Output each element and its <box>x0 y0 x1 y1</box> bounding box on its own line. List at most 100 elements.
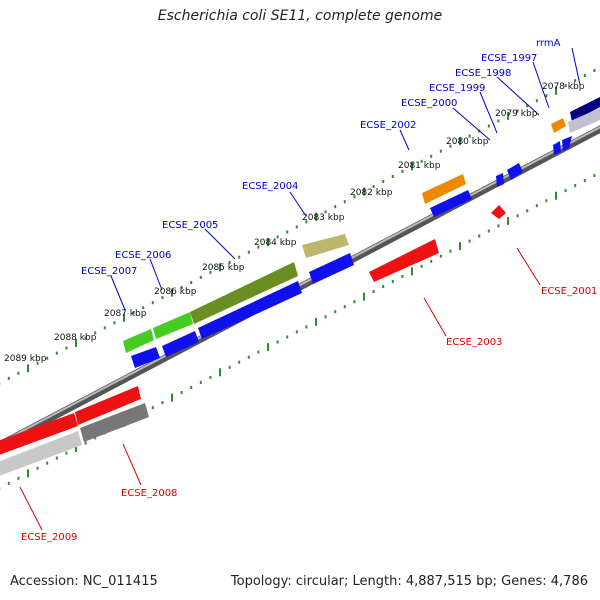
gene-ECSE_2003[interactable] <box>369 239 439 282</box>
minus-strand-genes <box>0 205 506 476</box>
minor-tick <box>55 351 58 355</box>
minor-tick <box>161 296 164 300</box>
minor-tick <box>228 260 231 264</box>
gene-ECSE_2008-gray[interactable] <box>80 403 149 442</box>
minor-tick <box>324 210 327 214</box>
minor-tick <box>228 365 231 369</box>
minor-tick <box>305 220 308 224</box>
minor-tick <box>535 204 538 208</box>
minor-tick <box>36 361 39 365</box>
gene-ECSE_1999[interactable] <box>562 136 572 151</box>
major-tick <box>123 313 125 322</box>
gene-labels: rrmA ECSE_1997 ECSE_1998 ECSE_1999 ECSE_… <box>19 38 597 543</box>
gene-label-ECSE_2005: ECSE_2005 <box>162 220 218 231</box>
minor-tick <box>439 149 442 153</box>
major-tick <box>411 162 413 171</box>
topology-text: Topology: circular; Length: 4,887,515 bp… <box>230 574 588 589</box>
gene-ECSE_2000b[interactable] <box>507 163 523 180</box>
major-tick <box>171 393 173 402</box>
minor-tick <box>286 230 289 234</box>
kbp-label: 2079 kbp <box>495 109 538 119</box>
minor-tick <box>382 180 385 183</box>
gene-label-ECSE_2004: ECSE_2004 <box>242 181 298 192</box>
gene-label-ECSE_2007: ECSE_2007 <box>81 266 137 277</box>
minor-tick <box>17 476 20 480</box>
major-tick <box>363 292 365 301</box>
gene-ECSE_2005-cds[interactable] <box>198 281 302 339</box>
minor-tick <box>305 325 308 329</box>
minor-tick <box>401 169 404 173</box>
gene-ECSE_2005[interactable] <box>190 262 298 324</box>
minor-tick <box>46 461 49 465</box>
major-tick <box>507 111 509 120</box>
minor-tick <box>516 214 519 218</box>
minor-tick <box>55 456 58 460</box>
minor-tick <box>545 94 548 98</box>
minor-tick <box>17 371 20 375</box>
gene-label-ECSE_2002: ECSE_2002 <box>360 120 416 131</box>
kbp-label: 2080 kbp <box>446 137 489 147</box>
minor-tick <box>324 315 327 319</box>
gene-ECSE_2000[interactable] <box>496 173 504 187</box>
gene-ECSE_2002[interactable] <box>422 174 466 204</box>
minor-tick <box>286 335 289 339</box>
gene-ECSE_1997[interactable] <box>551 118 566 133</box>
gene-ECSE_2008[interactable] <box>75 386 141 425</box>
gene-ECSE_2009-gray[interactable] <box>0 431 82 476</box>
gene-label-rrmA: rrmA <box>536 38 561 49</box>
minor-tick <box>497 119 500 123</box>
gene-ECSE_1998[interactable] <box>553 141 561 155</box>
major-tick <box>75 339 77 347</box>
gene-ECSE_2001[interactable] <box>491 205 506 219</box>
minor-tick <box>468 239 471 243</box>
kbp-label: 2083 kbp <box>302 213 345 223</box>
kbp-scale: 2078 kbp 2079 kbp 2080 kbp 2081 kbp 2082… <box>4 82 585 364</box>
major-tick <box>459 242 461 251</box>
gene-label-ECSE_2000: ECSE_2000 <box>401 98 457 109</box>
minor-tick <box>468 134 471 138</box>
major-tick <box>555 86 557 95</box>
accession-text: Accession: NC_011415 <box>10 574 158 589</box>
gene-ECSE_2006-cds[interactable] <box>162 331 199 357</box>
gene-ECSE_2004[interactable] <box>302 234 349 258</box>
kbp-label: 2081 kbp <box>398 161 441 171</box>
major-tick <box>267 343 269 352</box>
minor-tick <box>94 436 97 440</box>
minor-tick <box>391 280 394 283</box>
major-tick <box>219 368 221 377</box>
minor-tick <box>449 249 452 253</box>
gene-ECSE_2007-cds[interactable] <box>131 347 160 368</box>
minor-tick <box>113 321 116 325</box>
minor-tick <box>238 360 241 364</box>
minor-tick <box>84 336 87 340</box>
kbp-label: 2085 kbp <box>202 263 245 273</box>
gene-ECSE_2007[interactable] <box>123 329 154 353</box>
minor-tick <box>420 264 423 268</box>
gene-ECSE_2004-cds[interactable] <box>309 253 354 284</box>
minor-tick <box>487 124 490 128</box>
minor-tick <box>574 79 577 83</box>
minor-tick <box>199 275 202 279</box>
minor-tick <box>526 209 529 213</box>
major-tick <box>27 364 29 373</box>
kbp-label: 2087 kbp <box>104 309 147 319</box>
minor-tick <box>430 154 433 158</box>
minor-tick <box>161 401 164 405</box>
minor-tick <box>593 174 596 177</box>
gene-rrmA-lower[interactable] <box>568 108 600 133</box>
gene-label-ECSE_2008: ECSE_2008 <box>121 488 177 499</box>
minor-tick <box>487 229 490 233</box>
minor-tick <box>209 375 212 379</box>
minor-tick <box>36 466 39 470</box>
minor-tick <box>84 441 87 445</box>
gene-label-ECSE_2001: ECSE_2001 <box>541 286 597 297</box>
minor-tick <box>295 225 298 229</box>
gene-ECSE_2006[interactable] <box>153 312 193 339</box>
gene-ECSE_2009[interactable] <box>0 413 78 455</box>
gene-rrmA[interactable] <box>570 97 600 122</box>
minor-tick <box>401 274 404 278</box>
genome-title: Escherichia coli SE11, complete genome <box>157 8 443 24</box>
minor-tick <box>545 199 548 203</box>
gene-ECSE_2002-cds[interactable] <box>430 190 472 217</box>
